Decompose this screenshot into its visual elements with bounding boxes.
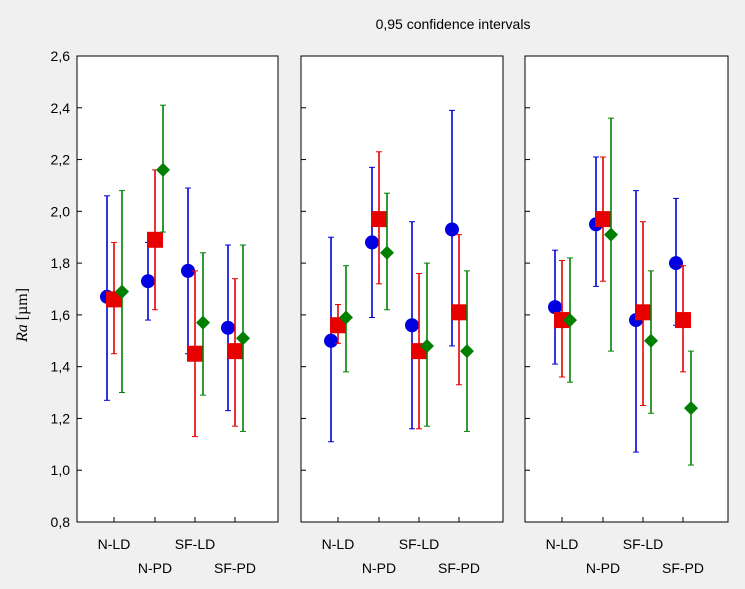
y-tick-label: 2,2	[51, 152, 71, 168]
data-point-diamond	[604, 227, 618, 242]
y-axis-label-unit: [µm]	[14, 288, 31, 324]
data-point-diamond	[420, 338, 434, 353]
y-tick-label: 1,0	[51, 462, 71, 478]
x-tick-label-n-pd: N-PD	[138, 560, 172, 576]
x-tick-label-sf-ld: SF-LD	[623, 536, 663, 552]
data-point-circle	[365, 235, 379, 250]
y-tick-label: 1,6	[51, 307, 71, 323]
chart-title: 0,95 confidence intervals	[376, 16, 531, 32]
panel-1-frame	[76, 55, 279, 523]
data-point-square	[187, 345, 203, 362]
panel-3-frame	[524, 55, 729, 523]
data-point-square	[147, 231, 163, 248]
data-point-square	[371, 211, 387, 228]
data-point-diamond	[115, 284, 129, 299]
x-tick-label-sf-ld: SF-LD	[175, 536, 215, 552]
y-tick-label: 1,2	[51, 410, 71, 426]
data-point-circle	[669, 256, 683, 271]
data-point-circle	[548, 300, 562, 315]
y-tick-label: 1,8	[51, 255, 71, 271]
x-tick-label-sf-ld: SF-LD	[399, 536, 439, 552]
x-tick-label-n-ld: N-LD	[322, 536, 355, 552]
data-point-circle	[181, 263, 195, 278]
data-point-circle	[445, 222, 459, 237]
x-tick-label-n-ld: N-LD	[98, 536, 131, 552]
data-point-diamond	[644, 333, 658, 348]
panel-2-frame	[300, 55, 504, 523]
data-point-circle	[221, 320, 235, 335]
data-point-diamond	[339, 310, 353, 325]
y-tick-label: 2,0	[51, 203, 71, 219]
data-point-diamond	[684, 401, 698, 416]
x-tick-label-n-pd: N-PD	[586, 560, 620, 576]
x-tick-label-n-pd: N-PD	[362, 560, 396, 576]
y-tick-label: 1,4	[51, 359, 71, 375]
x-tick-label-n-ld: N-LD	[546, 536, 579, 552]
data-point-square	[106, 291, 122, 308]
data-point-square	[554, 312, 570, 329]
data-point-diamond	[380, 245, 394, 260]
data-point-diamond	[236, 331, 250, 346]
y-axis-label-var: Ra	[14, 324, 31, 343]
data-point-diamond	[563, 313, 577, 328]
y-tick-label: 2,6	[51, 48, 71, 64]
data-point-diamond	[460, 344, 474, 359]
data-point-diamond	[196, 315, 210, 330]
data-point-diamond	[156, 162, 170, 177]
x-tick-label-sf-pd: SF-PD	[438, 560, 480, 576]
data-point-square	[635, 304, 651, 321]
y-tick-label: 0,8	[51, 514, 71, 530]
y-tick-label: 2,4	[51, 100, 71, 116]
data-point-square	[330, 317, 346, 334]
x-tick-label-sf-pd: SF-PD	[214, 560, 256, 576]
data-point-circle	[405, 318, 419, 333]
data-point-square	[227, 343, 243, 360]
data-point-square	[451, 304, 467, 321]
x-tick-label-sf-pd: SF-PD	[662, 560, 704, 576]
y-axis-label: Ra [µm]	[14, 288, 31, 343]
data-point-circle	[324, 333, 338, 348]
data-point-circle	[141, 274, 155, 289]
data-point-square	[595, 211, 611, 228]
data-point-square	[675, 312, 691, 329]
